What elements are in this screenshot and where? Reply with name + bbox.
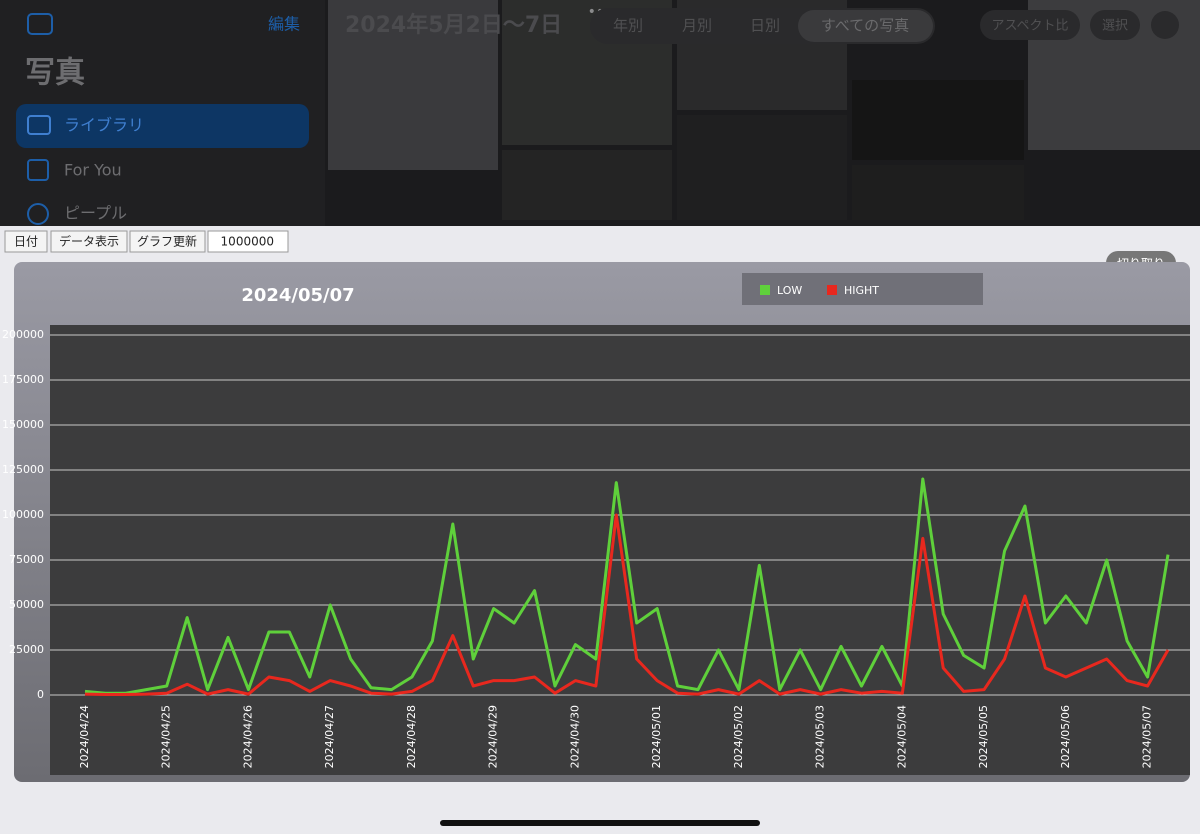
number-input[interactable] <box>207 230 289 253</box>
thumbnail <box>852 80 1024 160</box>
button-bg <box>1090 10 1140 40</box>
header-title: 2024年5月2日〜7日 <box>345 12 562 38</box>
data-button[interactable]: データ表示 <box>59 234 119 249</box>
x-tick-label: 2024/05/05 <box>977 705 990 768</box>
legend <box>742 273 983 305</box>
button-frame <box>4 230 48 253</box>
x-tick-label: 2024/05/01 <box>650 705 663 768</box>
selected-item <box>16 104 309 148</box>
y-tick-label: 25000 <box>9 643 44 656</box>
x-tick-label: 2024/04/26 <box>241 705 254 768</box>
x-tick-label: 2024/05/04 <box>895 705 908 768</box>
sidebar-icon[interactable] <box>27 13 53 35</box>
aspect-button[interactable]: アスペクト比 <box>991 19 1068 34</box>
x-tick-label: 2024/04/24 <box>78 705 91 768</box>
x-tick-label: 2024/04/29 <box>487 705 500 768</box>
y-tick-label: 75000 <box>9 553 44 566</box>
y-tick-label: 150000 <box>2 418 44 431</box>
y-tick-label: 125000 <box>2 463 44 476</box>
sidebar-item[interactable]: For You <box>64 161 122 180</box>
x-tick-label: 2024/04/27 <box>323 705 336 768</box>
legend-label: HIGHT <box>844 284 879 297</box>
legend-swatch <box>760 285 770 295</box>
input-value: 1000000 <box>221 235 274 249</box>
thumbnail <box>677 115 847 220</box>
sidebar-title: 写真 <box>25 56 85 91</box>
x-tick-label: 2024/05/03 <box>814 705 827 768</box>
thumbnail <box>852 165 1024 220</box>
chart-title: 2024/05/07 <box>241 285 354 306</box>
x-tick-label: 2024/04/28 <box>405 705 418 768</box>
tab[interactable]: 日別 <box>750 17 780 35</box>
y-tick-label: 100000 <box>2 508 44 521</box>
more-button[interactable] <box>1151 11 1179 39</box>
edit-button[interactable]: 編集 <box>268 15 300 34</box>
y-tick-label: 200000 <box>2 328 44 341</box>
tab[interactable]: すべての写真 <box>821 17 909 35</box>
select-button[interactable]: 選択 <box>1102 19 1128 34</box>
sidebar-item[interactable]: ピープル <box>64 204 127 223</box>
button-frame <box>50 230 128 253</box>
y-tick-label: 0 <box>37 688 44 701</box>
date-button[interactable]: 日付 <box>14 235 38 249</box>
sidebar-item[interactable]: ライブラリ <box>64 116 144 135</box>
legend-swatch <box>827 285 837 295</box>
series-line <box>84 477 1170 695</box>
tab[interactable]: 年別 <box>613 17 643 35</box>
item-icon <box>27 159 49 181</box>
x-tick-label: 2024/05/06 <box>1059 705 1072 768</box>
selected-tab <box>798 10 933 42</box>
x-tick-label: 2024/04/30 <box>568 705 581 768</box>
button-bg <box>980 10 1080 40</box>
item-icon <box>27 115 51 135</box>
thumbnail <box>502 150 672 220</box>
y-tick-label: 175000 <box>2 373 44 386</box>
x-tick-label: 2024/05/02 <box>732 705 745 768</box>
update-button[interactable]: グラフ更新 <box>137 234 197 249</box>
home-indicator <box>440 820 760 826</box>
button-frame <box>129 230 206 253</box>
series-line <box>84 513 1170 696</box>
y-tick-label: 50000 <box>9 598 44 611</box>
x-tick-label: 2024/04/25 <box>160 705 173 768</box>
tab[interactable]: 月別 <box>682 17 712 35</box>
item-icon <box>27 203 49 225</box>
legend-label: LOW <box>777 284 802 297</box>
x-tick-label: 2024/05/07 <box>1141 705 1154 768</box>
thumbnail <box>328 0 498 170</box>
